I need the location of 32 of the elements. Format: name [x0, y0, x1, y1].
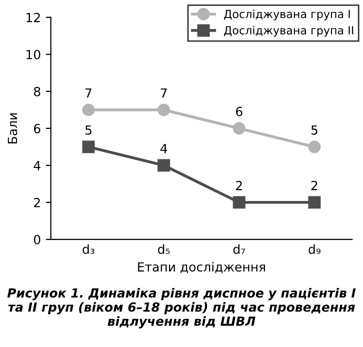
data-label: 7 — [160, 88, 167, 98]
data-label: 5 — [311, 125, 318, 135]
data-label: 5 — [85, 125, 92, 135]
point — [308, 196, 321, 209]
y-axis-title: Бали — [8, 113, 18, 144]
legend-label: Досліджувана група II — [224, 26, 354, 37]
data-label: 2 — [311, 180, 318, 190]
y-tick-label: 0 — [34, 234, 40, 244]
legend-label: Досліджувана група I — [224, 10, 350, 20]
point — [158, 159, 170, 172]
y-tick-label: 4 — [34, 161, 40, 170]
y-tick-label: 8 — [34, 86, 40, 96]
x-tick-label: d₅ — [158, 244, 170, 254]
x-axis-title: Етапи дослідження — [138, 262, 265, 274]
x-tick-label: d₃ — [82, 244, 94, 254]
y-tick-label: 12 — [26, 12, 40, 22]
y-tick-label: 2 — [34, 198, 40, 208]
point — [232, 196, 246, 209]
y-tick-label: 10 — [26, 50, 40, 60]
point — [82, 140, 95, 154]
x-tick-label: d₇ — [233, 244, 246, 254]
x-tick-label: d₉ — [308, 244, 320, 254]
point — [158, 104, 170, 116]
data-label: 4 — [160, 144, 168, 154]
point — [308, 140, 321, 154]
data-label: 6 — [236, 106, 242, 116]
y-tick-label: 6 — [34, 124, 40, 134]
data-label: 7 — [86, 88, 92, 98]
text: Рисунок 1. Динаміка рівня диспное у пацієнтів I та II груп (віком 6–18 років) під час проведення відлучення від ШВЛ — [7, 288, 356, 328]
data-label: 2 — [236, 180, 242, 190]
point — [232, 122, 246, 135]
point — [82, 104, 95, 116]
